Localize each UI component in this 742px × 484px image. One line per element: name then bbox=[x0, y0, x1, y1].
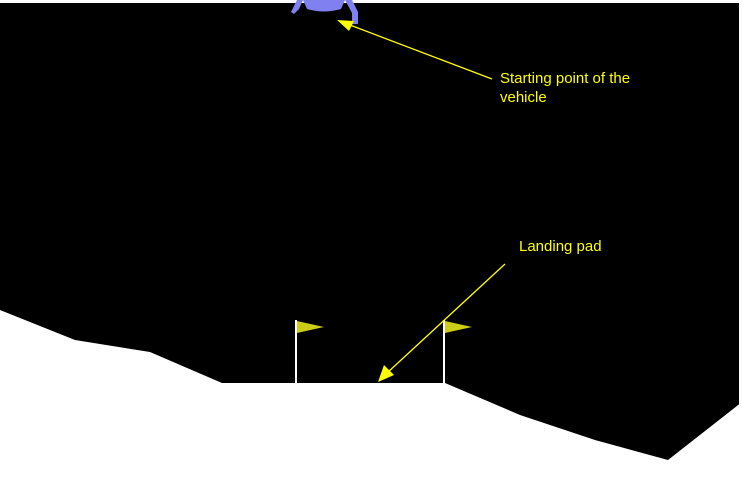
landing-pad-annotation: Landing pad bbox=[519, 238, 602, 255]
lunar-terrain bbox=[0, 310, 742, 484]
arrow-pointer-icon bbox=[349, 24, 493, 80]
arrow-head-start bbox=[337, 20, 354, 31]
landing-pad-arrow bbox=[378, 263, 506, 382]
lander-body bbox=[303, 0, 345, 12]
start-annotation-line1: Starting point of the bbox=[500, 70, 630, 87]
lander-icon bbox=[291, 0, 358, 24]
arrow-head-pad bbox=[378, 365, 394, 382]
start-annotation-line2: vehicle bbox=[500, 89, 547, 106]
lander-leg-left bbox=[291, 0, 303, 14]
arrow-pointer-icon bbox=[386, 263, 506, 374]
flag-icon bbox=[445, 321, 472, 333]
landing-flag-right bbox=[443, 320, 472, 384]
viewport-frame-top bbox=[0, 0, 742, 3]
lander-leg-right bbox=[345, 0, 358, 24]
viewport-frame-right bbox=[739, 0, 742, 484]
landing-flag-left bbox=[295, 320, 324, 384]
flag-icon bbox=[297, 321, 324, 333]
flag-pole-right bbox=[443, 320, 445, 384]
flag-pole-left bbox=[295, 320, 297, 384]
start-arrow bbox=[337, 20, 493, 80]
